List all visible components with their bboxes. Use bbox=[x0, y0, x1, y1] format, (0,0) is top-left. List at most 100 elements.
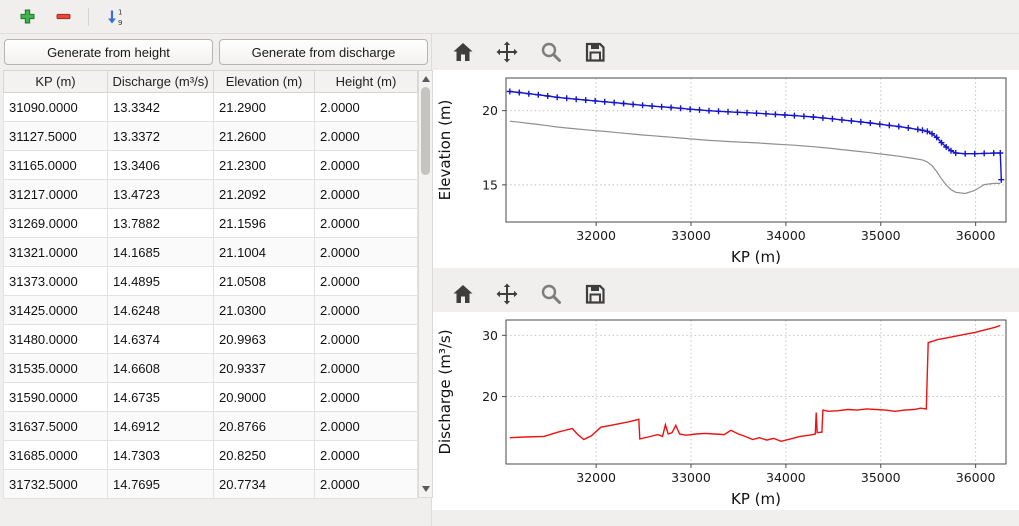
svg-text:33000: 33000 bbox=[671, 228, 711, 243]
table-row: 31373.0000 14.4895 21.0508 2.0000 bbox=[3, 266, 418, 296]
table-cell[interactable]: 13.3372 bbox=[107, 121, 214, 151]
table-cell[interactable]: 2.0000 bbox=[314, 237, 418, 267]
table-cell[interactable]: 2.0000 bbox=[314, 179, 418, 209]
scroll-up-button[interactable] bbox=[420, 73, 431, 85]
table-cell[interactable]: 31480.0000 bbox=[3, 324, 108, 354]
table-cell[interactable]: 31535.0000 bbox=[3, 353, 108, 383]
zoom-button[interactable] bbox=[536, 279, 566, 309]
table-cell[interactable]: 21.2600 bbox=[213, 121, 315, 151]
svg-text:1: 1 bbox=[118, 8, 122, 16]
table-cell[interactable]: 20.9963 bbox=[213, 324, 315, 354]
table-cell[interactable]: 31269.0000 bbox=[3, 208, 108, 238]
table-cell[interactable]: 31590.0000 bbox=[3, 382, 108, 412]
table-cell[interactable]: 21.2092 bbox=[213, 179, 315, 209]
table-cell[interactable]: 13.3406 bbox=[107, 150, 214, 180]
table-cell[interactable]: 31165.0000 bbox=[3, 150, 108, 180]
table-row: 31165.0000 13.3406 21.2300 2.0000 bbox=[3, 150, 418, 180]
table-cell[interactable]: 20.9337 bbox=[213, 353, 315, 383]
generate-from-height-button[interactable]: Generate from height bbox=[4, 39, 213, 65]
table-cell[interactable]: 13.3342 bbox=[107, 92, 214, 122]
elevation-chart[interactable]: 32000 33000 34000 35000 36000 15 20 KP (m) Eleva… bbox=[432, 70, 1019, 268]
table-cell[interactable]: 21.1596 bbox=[213, 208, 315, 238]
table-cell[interactable]: 2.0000 bbox=[314, 411, 418, 441]
table-cell[interactable]: 2.0000 bbox=[314, 295, 418, 325]
zoom-button[interactable] bbox=[536, 37, 566, 67]
table-cell[interactable]: 31637.5000 bbox=[3, 411, 108, 441]
table-cell[interactable]: 31425.0000 bbox=[3, 295, 108, 325]
elevation-chart-toolbar bbox=[432, 34, 1019, 70]
table-cell[interactable]: 2.0000 bbox=[314, 440, 418, 470]
table-row: 31425.0000 14.6248 21.0300 2.0000 bbox=[3, 295, 418, 325]
table-cell[interactable]: 20.8766 bbox=[213, 411, 315, 441]
column-header[interactable]: Height (m) bbox=[314, 70, 418, 93]
svg-text:15: 15 bbox=[482, 177, 498, 192]
svg-text:Elevation (m): Elevation (m) bbox=[436, 100, 454, 201]
discharge-chart-figure: 32000 33000 34000 35000 36000 20 30 KP (m) Disch… bbox=[432, 312, 1019, 510]
table-cell[interactable]: 2.0000 bbox=[314, 150, 418, 180]
table-cell[interactable]: 31127.5000 bbox=[3, 121, 108, 151]
column-header[interactable]: Discharge (m³/s) bbox=[107, 70, 214, 93]
scrollbar-thumb[interactable] bbox=[421, 87, 430, 175]
generate-from-discharge-button[interactable]: Generate from discharge bbox=[219, 39, 428, 65]
table-row: 31217.0000 13.4723 21.2092 2.0000 bbox=[3, 179, 418, 209]
table-cell[interactable]: 13.4723 bbox=[107, 179, 214, 209]
table-cell[interactable]: 21.2300 bbox=[213, 150, 315, 180]
table-cell[interactable]: 2.0000 bbox=[314, 469, 418, 499]
table-cell[interactable]: 2.0000 bbox=[314, 324, 418, 354]
home-button[interactable] bbox=[448, 37, 478, 67]
add-row-button[interactable] bbox=[14, 5, 40, 29]
table-cell[interactable]: 21.0300 bbox=[213, 295, 315, 325]
table-cell[interactable]: 2.0000 bbox=[314, 353, 418, 383]
table-cell[interactable]: 2.0000 bbox=[314, 92, 418, 122]
table-row: 31732.5000 14.7695 20.7734 2.0000 bbox=[3, 469, 418, 499]
pan-button[interactable] bbox=[492, 37, 522, 67]
table-cell[interactable]: 31090.0000 bbox=[3, 92, 108, 122]
table-cell[interactable]: 14.1685 bbox=[107, 237, 214, 267]
svg-text:35000: 35000 bbox=[861, 470, 901, 485]
remove-row-button[interactable] bbox=[50, 5, 76, 29]
elevation-chart-figure: 32000 33000 34000 35000 36000 15 20 KP (m) Eleva… bbox=[432, 70, 1019, 268]
table-cell[interactable]: 14.6735 bbox=[107, 382, 214, 412]
discharge-chart[interactable]: 32000 33000 34000 35000 36000 20 30 KP (m) Disch… bbox=[432, 312, 1019, 510]
table-cell[interactable]: 31685.0000 bbox=[3, 440, 108, 470]
table-cell[interactable]: 14.4895 bbox=[107, 266, 214, 296]
save-button[interactable] bbox=[580, 279, 610, 309]
discharge-chart-toolbar bbox=[432, 276, 1019, 312]
table-row: 31269.0000 13.7882 21.1596 2.0000 bbox=[3, 208, 418, 238]
table-cell[interactable]: 31732.5000 bbox=[3, 469, 108, 499]
table-cell[interactable]: 14.6248 bbox=[107, 295, 214, 325]
table-cell[interactable]: 21.2900 bbox=[213, 92, 315, 122]
table-cell[interactable]: 14.7303 bbox=[107, 440, 214, 470]
table-cell[interactable]: 31321.0000 bbox=[3, 237, 108, 267]
table-cell[interactable]: 2.0000 bbox=[314, 266, 418, 296]
table-cell[interactable]: 14.6374 bbox=[107, 324, 214, 354]
table-cell[interactable]: 2.0000 bbox=[314, 208, 418, 238]
scroll-down-button[interactable] bbox=[420, 483, 431, 495]
home-button[interactable] bbox=[448, 279, 478, 309]
pan-button[interactable] bbox=[492, 279, 522, 309]
table-cell[interactable]: 31217.0000 bbox=[3, 179, 108, 209]
table-scrollbar[interactable] bbox=[418, 70, 433, 498]
table-cell[interactable]: 14.6912 bbox=[107, 411, 214, 441]
table-cell[interactable]: 20.7734 bbox=[213, 469, 315, 499]
table-cell[interactable]: 20.9000 bbox=[213, 382, 315, 412]
table-row: 31090.0000 13.3342 21.2900 2.0000 bbox=[3, 92, 418, 122]
sort-rows-button[interactable]: 1 9 bbox=[101, 5, 127, 29]
table-cell[interactable]: 2.0000 bbox=[314, 121, 418, 151]
column-header[interactable]: KP (m) bbox=[3, 70, 108, 93]
table-cell[interactable]: 13.7882 bbox=[107, 208, 214, 238]
table-cell[interactable]: 21.0508 bbox=[213, 266, 315, 296]
content-area: Generate from height Generate from disch… bbox=[0, 34, 1019, 526]
table-cell[interactable]: 31373.0000 bbox=[3, 266, 108, 296]
table-cell[interactable]: 14.6608 bbox=[107, 353, 214, 383]
table-cell[interactable]: 20.8250 bbox=[213, 440, 315, 470]
save-button[interactable] bbox=[580, 37, 610, 67]
table-header: KP (m) Discharge (m³/s) Elevation (m) Heigh… bbox=[3, 70, 418, 93]
column-header[interactable]: Elevation (m) bbox=[213, 70, 315, 93]
table-cell[interactable]: 2.0000 bbox=[314, 382, 418, 412]
add-icon bbox=[20, 9, 34, 24]
table-cell[interactable]: 14.7695 bbox=[107, 469, 214, 499]
table-row: 31480.0000 14.6374 20.9963 2.0000 bbox=[3, 324, 418, 354]
table-cell[interactable]: 21.1004 bbox=[213, 237, 315, 267]
